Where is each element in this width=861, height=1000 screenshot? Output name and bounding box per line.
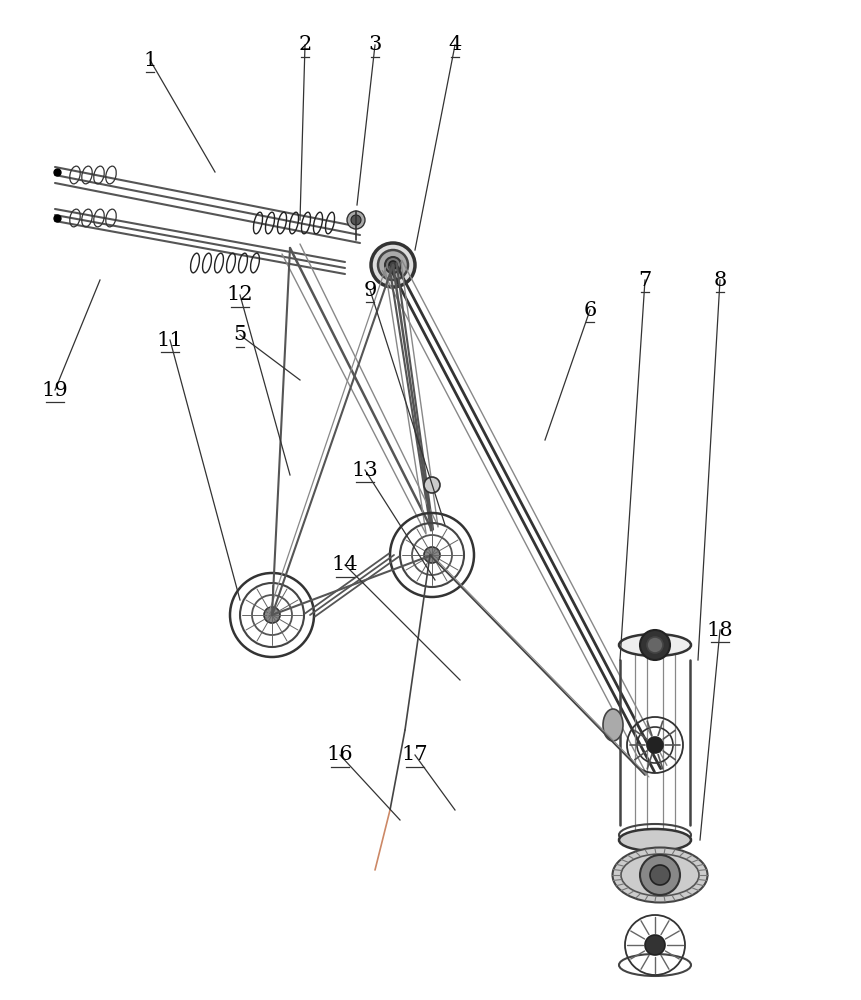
Circle shape xyxy=(424,547,439,563)
Circle shape xyxy=(388,261,397,269)
Circle shape xyxy=(263,607,280,623)
Circle shape xyxy=(378,250,407,280)
Circle shape xyxy=(647,737,662,753)
Circle shape xyxy=(350,215,361,225)
Ellipse shape xyxy=(618,634,691,656)
Text: 11: 11 xyxy=(157,330,183,350)
Text: 12: 12 xyxy=(226,286,253,304)
Circle shape xyxy=(647,637,662,653)
Circle shape xyxy=(649,865,669,885)
Ellipse shape xyxy=(603,709,623,741)
Text: 9: 9 xyxy=(362,280,376,300)
Text: 6: 6 xyxy=(583,300,596,320)
Text: 1: 1 xyxy=(143,50,157,70)
Text: 16: 16 xyxy=(326,746,353,764)
Circle shape xyxy=(370,243,414,287)
Text: 18: 18 xyxy=(706,620,733,640)
Text: 8: 8 xyxy=(713,270,726,290)
Text: 13: 13 xyxy=(351,460,378,480)
Circle shape xyxy=(639,855,679,895)
Text: 19: 19 xyxy=(41,380,68,399)
Text: 17: 17 xyxy=(401,746,428,764)
Text: 4: 4 xyxy=(448,35,461,54)
Circle shape xyxy=(639,630,669,660)
Circle shape xyxy=(424,477,439,493)
Ellipse shape xyxy=(618,829,691,851)
Text: 5: 5 xyxy=(233,326,246,344)
Ellipse shape xyxy=(612,848,707,902)
Text: 3: 3 xyxy=(368,35,381,54)
Text: 2: 2 xyxy=(298,35,312,54)
Circle shape xyxy=(385,257,400,273)
Circle shape xyxy=(347,211,364,229)
Text: 14: 14 xyxy=(331,556,358,574)
Text: 7: 7 xyxy=(638,270,651,290)
Circle shape xyxy=(644,935,664,955)
